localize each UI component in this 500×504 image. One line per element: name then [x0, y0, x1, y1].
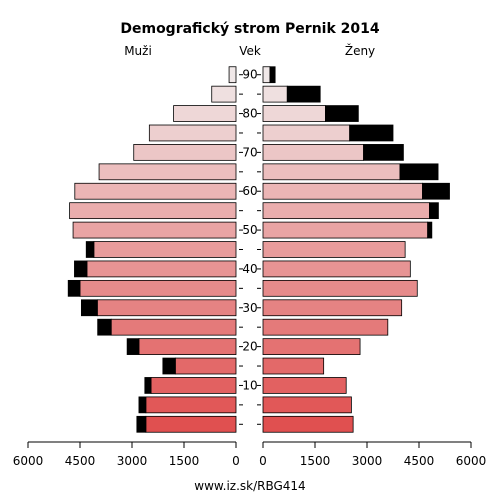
bar-women-85-89 — [262, 85, 288, 103]
bar-women-90+ — [262, 66, 271, 84]
x-tick-label-right-6000: 6000 — [456, 454, 487, 468]
bar-women-70-74 — [262, 144, 364, 161]
bar-women-20-24 — [262, 338, 361, 355]
bar-men-20-24 — [138, 338, 237, 355]
bar-men-excess-15-19 — [162, 357, 176, 375]
bar-men-90+ — [228, 66, 237, 84]
bar-men-excess-20-24 — [126, 338, 140, 355]
x-tick-label-right-3000: 3000 — [352, 454, 383, 468]
bar-men-excess-40-44 — [74, 260, 88, 278]
bar-women-10-14 — [262, 377, 347, 394]
center-label-age: Vek — [239, 44, 261, 58]
right-label-women: Ženy — [345, 43, 375, 58]
bar-women-25-29 — [262, 318, 389, 336]
bar-men-excess-0-4 — [136, 415, 147, 433]
bar-women-15-19 — [262, 357, 325, 375]
bar-women-30-34 — [262, 299, 403, 317]
bar-men-50-54 — [72, 221, 237, 239]
bar-men-85-89 — [211, 85, 237, 103]
bar-men-80-84 — [173, 105, 237, 122]
x-tick-label-left-3000: 3000 — [117, 454, 148, 468]
x-tick-label-right-4500: 4500 — [404, 454, 435, 468]
bar-men-excess-45-49 — [85, 241, 95, 258]
bar-women-60-64 — [262, 182, 423, 200]
bar-women-excess-60-64 — [422, 182, 450, 200]
bar-men-excess-10-14 — [144, 377, 152, 394]
age-tick-label-20: 20 — [242, 340, 257, 354]
bar-men-excess-30-34 — [80, 299, 98, 317]
x-tick-label-right-0: 0 — [259, 454, 267, 468]
bar-women-65-69 — [262, 163, 401, 181]
x-tick-label-left-6000: 6000 — [13, 454, 44, 468]
bar-men-30-34 — [96, 299, 237, 317]
bar-men-excess-5-9 — [138, 396, 147, 414]
bar-men-60-64 — [74, 182, 237, 200]
left-label-men: Muži — [124, 44, 152, 58]
bar-men-70-74 — [133, 144, 237, 161]
bar-men-55-59 — [69, 202, 237, 220]
bar-men-5-9 — [145, 396, 237, 414]
bar-women-55-59 — [262, 202, 430, 220]
bar-men-excess-35-39 — [67, 279, 81, 297]
age-axis: 10 20 30 40 50 60 70 80 90 — [239, 68, 261, 425]
bar-women-excess-80-84 — [324, 105, 359, 122]
bar-women-excess-55-59 — [428, 202, 439, 220]
bar-women-45-49 — [262, 241, 406, 258]
age-tick-label-90: 90 — [242, 68, 257, 82]
age-tick-label-10: 10 — [242, 378, 257, 392]
source-label: www.iz.sk/RBG414 — [194, 479, 305, 493]
x-axis-left: 6000 4500 3000 1500 0 — [13, 441, 240, 468]
x-tick-label-right-1500: 1500 — [300, 454, 331, 468]
bar-men-45-49 — [93, 241, 237, 258]
bar-men-75-79 — [148, 124, 237, 142]
age-tick-label-80: 80 — [242, 107, 257, 121]
bar-women-50-54 — [262, 221, 429, 239]
bar-women-excess-70-74 — [363, 144, 404, 161]
x-axis-right: 0 1500 3000 4500 6000 — [259, 441, 487, 468]
age-tick-label-70: 70 — [242, 145, 257, 159]
bar-women-excess-65-69 — [399, 163, 439, 181]
bar-women-5-9 — [262, 396, 352, 414]
bars-group — [67, 66, 450, 433]
bar-women-excess-90+ — [269, 66, 276, 84]
age-tick-label-40: 40 — [242, 262, 257, 276]
chart-title: Demografický strom Pernik 2014 — [120, 21, 380, 37]
bar-men-0-4 — [145, 415, 237, 433]
bar-women-40-44 — [262, 260, 411, 278]
age-tick-label-60: 60 — [242, 184, 257, 198]
x-tick-label-left-1500: 1500 — [169, 454, 200, 468]
age-tick-label-50: 50 — [242, 223, 257, 237]
age-tick-label-30: 30 — [242, 301, 257, 315]
bar-men-65-69 — [98, 163, 237, 181]
bar-women-35-39 — [262, 279, 418, 297]
bar-men-35-39 — [79, 279, 237, 297]
bar-women-excess-85-89 — [286, 85, 321, 103]
bar-men-excess-25-29 — [97, 318, 112, 336]
bar-women-80-84 — [262, 105, 326, 122]
bar-men-15-19 — [174, 357, 237, 375]
x-tick-label-left-0: 0 — [232, 454, 240, 468]
bar-men-25-29 — [110, 318, 237, 336]
bar-men-40-44 — [86, 260, 237, 278]
bar-women-excess-50-54 — [427, 221, 433, 239]
x-tick-label-left-4500: 4500 — [65, 454, 96, 468]
bar-women-excess-75-79 — [349, 124, 394, 142]
bar-women-75-79 — [262, 124, 351, 142]
bar-men-10-14 — [150, 377, 237, 394]
bar-women-0-4 — [262, 415, 354, 433]
